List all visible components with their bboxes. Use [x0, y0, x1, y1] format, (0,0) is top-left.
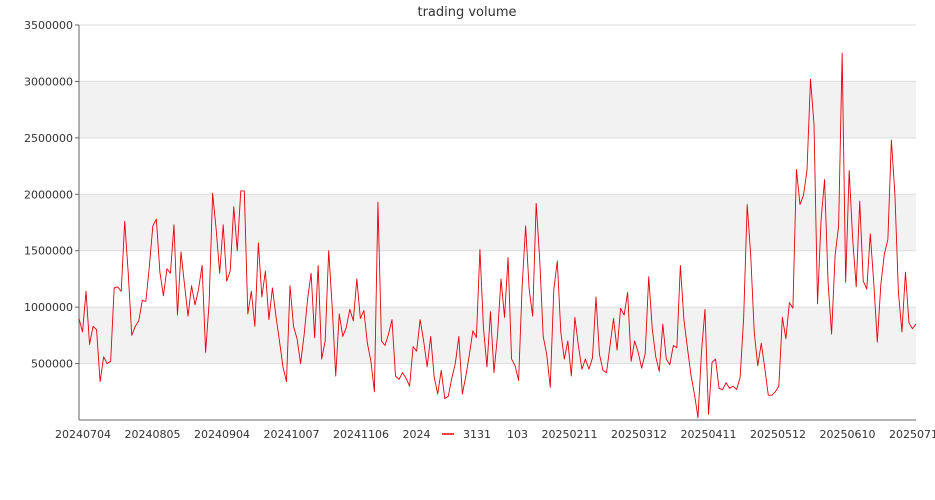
x-tick-label: 20240904	[194, 428, 250, 441]
x-tick-label: 20250211	[542, 428, 598, 441]
grid-band	[79, 194, 916, 251]
grid-band	[79, 81, 916, 138]
x-tick-label: 20250312	[611, 428, 667, 441]
legend-background	[430, 426, 506, 442]
y-tick-label: 1500000	[24, 245, 73, 258]
x-tick-label: 20241007	[264, 428, 320, 441]
x-tick-label: 20250710	[889, 428, 935, 441]
y-tick-label: 1000000	[24, 301, 73, 314]
x-tick-label: 20241106	[333, 428, 389, 441]
x-tick-label: 20250610	[820, 428, 876, 441]
x-tick-label: 20240805	[125, 428, 181, 441]
series-line-3131	[78, 52, 917, 419]
y-tick-label: 2500000	[24, 132, 73, 145]
y-tick-label: 3000000	[24, 75, 73, 88]
gridlines	[79, 24, 916, 365]
y-tick-label: 3500000	[24, 19, 73, 32]
series-layer	[78, 52, 917, 419]
y-tick-label: 500000	[31, 358, 73, 371]
chart-title: trading volume	[417, 5, 516, 20]
x-tick-label: 20250411	[681, 428, 737, 441]
x-tick-label: 20250512	[750, 428, 806, 441]
legend: 3131	[430, 426, 506, 442]
x-tick-label: 20240704	[55, 428, 111, 441]
y-tick-label: 2000000	[24, 188, 73, 201]
legend-label-3131: 3131	[463, 428, 491, 441]
background-bands	[79, 81, 916, 364]
y-axis-ticks: 500000 1000000 1500000 2000000 2500000 300000…	[24, 19, 79, 371]
